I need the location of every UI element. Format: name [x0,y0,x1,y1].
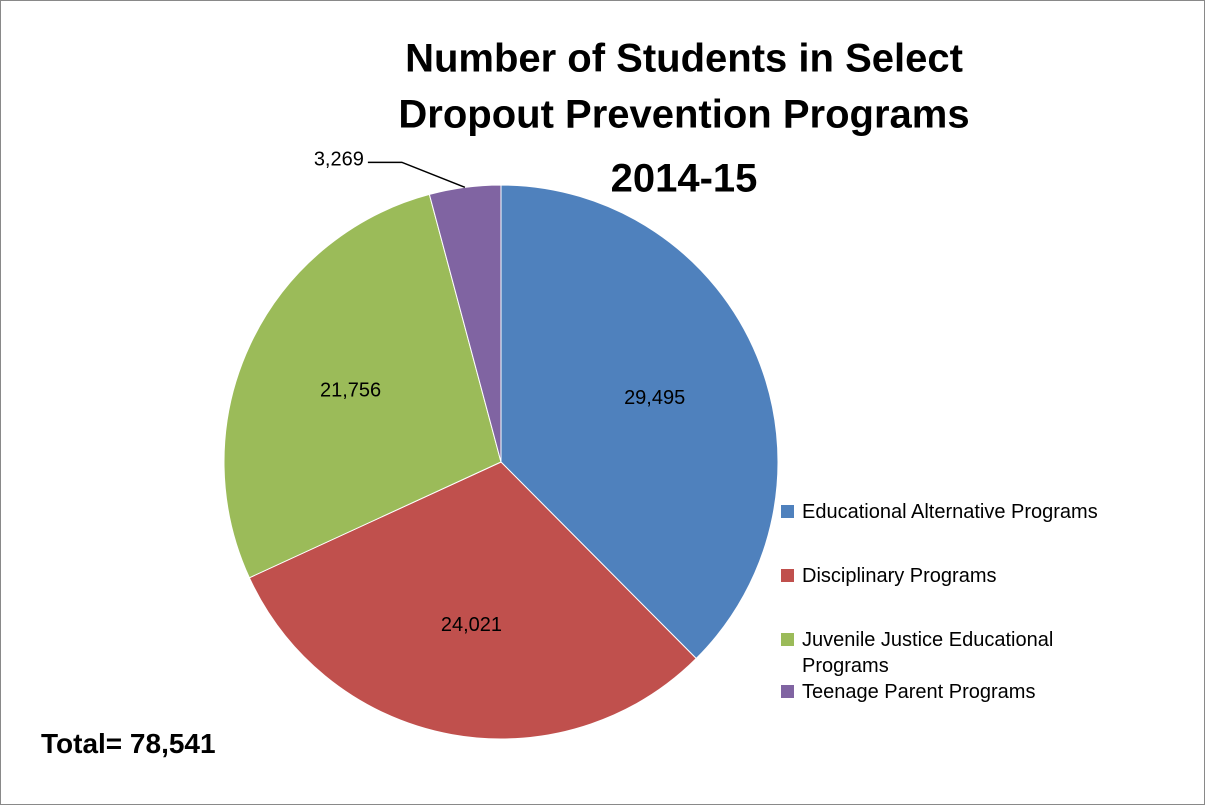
legend-swatch [781,633,794,646]
annotation: Total= 78,541 [41,728,216,759]
legend-entry: Teenage Parent Programs [781,679,1141,705]
chart-title: Number of Students in Select [405,37,963,81]
legend-label: Juvenile Justice Educational Programs [802,629,1054,677]
legend-label: Educational Alternative Programs [802,501,1098,523]
leader-line [367,161,466,189]
data-label: 24,021 [441,614,502,636]
chart-title: Dropout Prevention Programs [398,93,969,137]
pie-slice [248,461,697,740]
legend-entry: Juvenile Justice Educational Programs [781,627,1141,679]
data-label: 29,495 [624,387,685,409]
data-label: 3,269 [314,149,364,171]
legend-entry: Disciplinary Programs [781,563,1141,589]
legend-swatch [781,505,794,518]
pie-slice [500,184,779,660]
legend-label: Disciplinary Programs [802,565,997,587]
legend-swatch [781,569,794,582]
legend-swatch [781,685,794,698]
legend-entry: Educational Alternative Programs [781,499,1141,525]
chart-title: 2014-15 [611,157,758,201]
legend: Educational Alternative Programs Discipli… [781,499,1141,705]
legend-label: Teenage Parent Programs [802,681,1036,703]
pie-slice [223,193,502,579]
data-label: 21,756 [320,380,381,402]
